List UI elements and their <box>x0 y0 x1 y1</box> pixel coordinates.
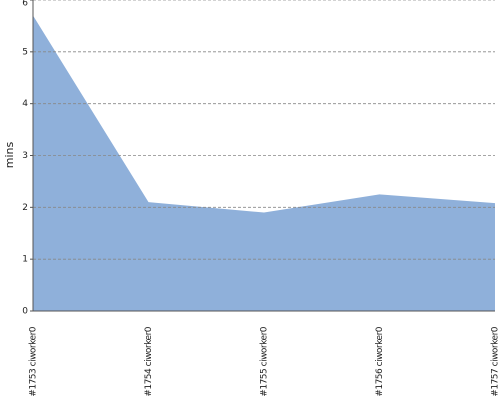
x-tick-label: #1755 ciworker0 <box>260 326 270 396</box>
area <box>33 15 495 312</box>
x-tick-label: #1753 ciworker0 <box>29 326 39 396</box>
y-tick-label: 5 <box>22 47 28 57</box>
x-tick-label: #1756 ciworker0 <box>375 326 385 396</box>
y-tick-label: 6 <box>22 0 28 9</box>
y-tick-label: 1 <box>22 255 28 265</box>
y-tick-label: 4 <box>22 99 28 109</box>
x-tick-label: #1754 ciworker0 <box>144 326 154 396</box>
x-tick-label: #1757 ciworker0 <box>491 326 500 396</box>
y-tick-label: 2 <box>22 203 28 213</box>
y-tick-label: 0 <box>22 307 28 317</box>
y-axis-label: mins <box>3 141 16 168</box>
y-tick-label: 3 <box>22 151 28 161</box>
